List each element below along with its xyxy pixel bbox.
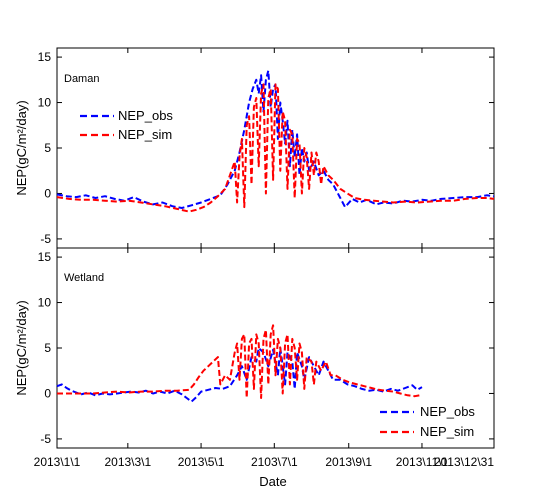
y-tick-label: -5 [40,232,51,246]
y-axis-ticks-daman: -5 0 5 10 15 [38,50,494,246]
y-tick-label: 5 [44,341,51,355]
legend-wetland: NEP_obs NEP_sim [380,404,475,439]
x-tick-label: 2103\7\1 [251,455,298,469]
y-axis-label-daman: NEP(gC/m²/day) [14,100,29,195]
x-tick-label: 2013\5\1 [178,455,225,469]
x-axis-ticks: 2013\1\1 2013\3\1 2013\5\1 2103\7\1 2013\9\1… [34,48,495,469]
panel-daman: -5 0 5 10 15 Daman NEP_obs NEP_sim NEP(gC/m²… [14,47,495,249]
legend-label-obs: NEP_obs [118,108,173,123]
panel-label-wetland: Wetland [64,272,104,284]
x-tick-label: 2013\3\1 [104,455,151,469]
plot-frame-wetland [56,247,495,449]
legend-daman: NEP_obs NEP_sim [80,108,173,142]
y-tick-label: 0 [44,186,51,200]
y-axis-label-wetland: NEP(gC/m²/day) [14,300,29,395]
legend-label-sim: NEP_sim [420,424,474,439]
x-tick-label: 2013\1\1 [34,455,81,469]
y-axis-ticks-wetland: -5 0 5 10 15 [38,250,494,446]
y-tick-label: 0 [44,386,51,400]
x-tick-label: 2013\12\31 [434,455,494,469]
series-line-nep-sim [57,324,420,399]
panel-wetland: -5 0 5 10 15 Wetland NEP_obs NEP_sim NEP(gC/… [14,48,495,489]
plot-frame-daman [56,47,495,249]
y-tick-label: 15 [38,250,52,264]
y-tick-label: 10 [38,296,52,310]
x-axis-label: Date [259,474,286,489]
series-line-nep-obs [56,69,495,209]
x-tick-label: 2013\9\1 [325,455,372,469]
y-tick-label: 15 [38,50,52,64]
legend-label-obs: NEP_obs [420,404,475,419]
x-tick-label: 2013\11\1 [396,455,449,469]
y-tick-label: -5 [40,432,51,446]
series-layer-daman [56,69,495,213]
y-tick-label: 5 [44,141,51,155]
y-tick-label: 10 [38,96,52,110]
panel-label-daman: Daman [64,73,99,85]
series-layer-wetland [56,324,423,403]
legend-label-sim: NEP_sim [118,127,172,142]
